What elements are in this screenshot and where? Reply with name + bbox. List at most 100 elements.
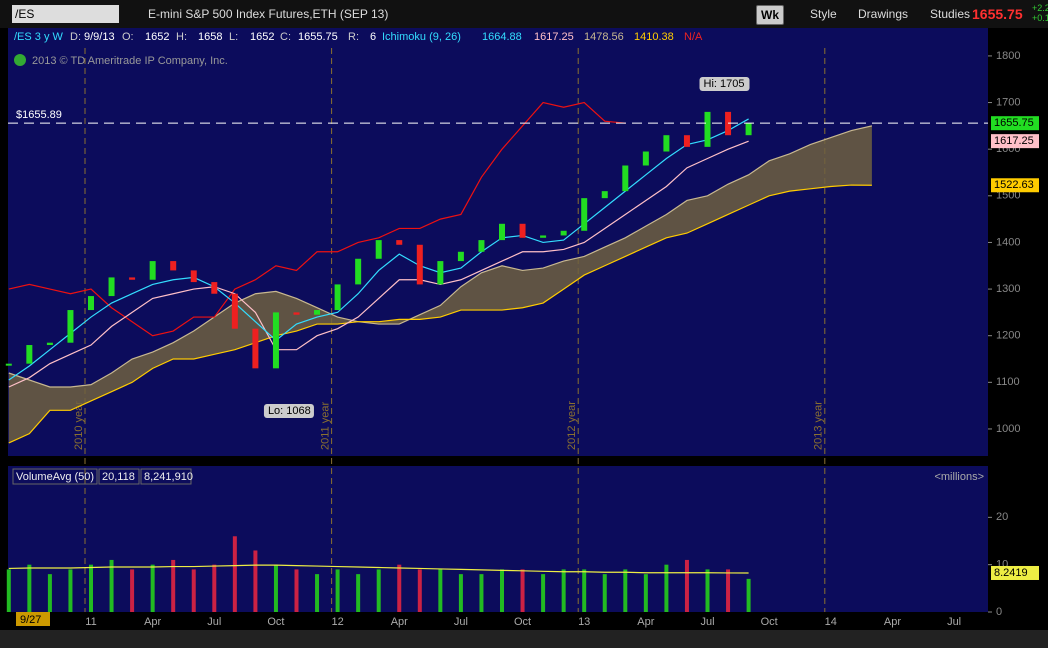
volume-bar — [68, 569, 73, 612]
volume-bar — [335, 569, 340, 612]
x-tick-label: Oct — [514, 616, 531, 628]
change-2: +0.1 — [1032, 13, 1048, 23]
drawings-button[interactable]: Drawings — [858, 7, 909, 21]
candle — [663, 135, 670, 152]
study-line — [8, 140, 749, 388]
volume-bar — [130, 569, 135, 612]
period[interactable]: Wk — [756, 5, 784, 25]
volume-bar — [109, 559, 114, 612]
info-value: 1655.75 — [298, 31, 338, 43]
volume-bar — [171, 559, 176, 612]
low-box — [263, 404, 314, 418]
study-value: 1410.38 — [634, 31, 674, 43]
candle — [499, 223, 505, 241]
high-box — [699, 77, 750, 91]
axis-panel — [988, 28, 1048, 612]
last-value-box — [991, 178, 1039, 193]
high-label: Hi: 1705 — [704, 78, 745, 90]
volume-bar — [191, 569, 196, 612]
info-icon[interactable] — [14, 54, 26, 66]
study-value: N/A — [684, 31, 703, 43]
volume-bar — [150, 564, 155, 612]
last-value-box — [991, 116, 1039, 131]
candle — [355, 258, 362, 285]
candle — [272, 312, 279, 369]
volume-bar — [479, 574, 484, 612]
volume-bar — [500, 569, 504, 612]
copyright: 2013 © TD Ameritrade IP Company, Inc. — [32, 55, 228, 67]
chart: /ES 3 y W D: 9/9/13 O: 1652 H: 1658 L: 1… — [0, 28, 1048, 648]
scrollbar[interactable] — [0, 630, 1048, 648]
x-tick-label: Apr — [637, 616, 654, 628]
volume-bar — [376, 569, 381, 612]
volume-bar — [253, 550, 258, 612]
volume-bar — [664, 564, 669, 612]
low-label: Lo: 1068 — [268, 405, 311, 417]
candle — [88, 296, 94, 311]
volume-bar — [47, 574, 52, 612]
last-price: 1655.75 — [972, 6, 1023, 22]
candle — [170, 261, 177, 271]
candle — [457, 251, 464, 262]
reference-label: $1655.89 — [16, 109, 62, 121]
legend-box — [98, 468, 140, 485]
volume-bar — [315, 574, 320, 612]
candle — [108, 277, 115, 297]
volume-bar — [520, 569, 525, 612]
volume-bar — [561, 569, 566, 612]
x-tick-label: 12 — [331, 616, 343, 628]
volume-bar — [643, 574, 648, 612]
candle — [252, 328, 259, 369]
volume-bar — [89, 564, 93, 612]
legend-text: 8,241,910 — [144, 471, 193, 483]
y-tick-label: 20 — [996, 511, 1008, 523]
candle — [581, 198, 588, 231]
study-line — [8, 184, 872, 444]
candle — [46, 342, 53, 346]
candle — [190, 270, 197, 283]
y-tick-label: 1400 — [996, 236, 1020, 248]
study-value: 1617.25 — [534, 31, 574, 43]
cloud — [8, 125, 872, 443]
studies-button[interactable]: Studies — [930, 7, 971, 21]
volume-bar — [417, 569, 422, 612]
legend-box — [140, 468, 192, 485]
info-row: /ES 3 y W D: 9/9/13 O: 1652 H: 1658 L: 1… — [14, 31, 703, 626]
study-line — [8, 118, 749, 381]
candle — [396, 240, 403, 245]
candle — [129, 277, 136, 280]
candle — [704, 111, 711, 147]
symbol-box[interactable]: /ES — [12, 5, 119, 23]
candle — [67, 310, 74, 343]
candle — [683, 135, 690, 147]
legend-box — [12, 468, 98, 485]
x-tick-label: Jul — [947, 616, 961, 628]
info-value: 6 — [370, 31, 376, 43]
volume-bar — [582, 569, 587, 612]
y-tick-label: 1100 — [996, 376, 1020, 388]
study-line — [8, 101, 626, 337]
y-tick-label: 1500 — [996, 190, 1020, 202]
volume-bar — [294, 569, 299, 612]
info-value: 1652 — [145, 31, 169, 43]
x-tick-label: 11 — [85, 616, 96, 628]
volume-avg-line — [8, 564, 749, 574]
volume-bar — [602, 574, 607, 612]
x-tick-label: Oct — [761, 616, 778, 628]
style-button[interactable]: Style — [810, 7, 837, 21]
change-1: +2.2 — [1032, 3, 1048, 13]
volume-bar — [438, 569, 443, 612]
candle — [211, 282, 218, 294]
x-tick-label: Apr — [884, 616, 901, 628]
volume-bar — [705, 569, 710, 612]
last-value: 8.2419 — [994, 567, 1028, 579]
year-label: 2013 year — [813, 401, 825, 450]
info-key: C: — [280, 31, 291, 43]
volume-bar — [623, 569, 628, 612]
info-key: H: — [176, 31, 187, 43]
last-value-box — [991, 565, 1039, 580]
x-tick-label: 14 — [825, 616, 837, 628]
volume-bar — [356, 574, 361, 612]
description: E-mini S&P 500 Index Futures,ETH (SEP 13… — [148, 7, 389, 21]
